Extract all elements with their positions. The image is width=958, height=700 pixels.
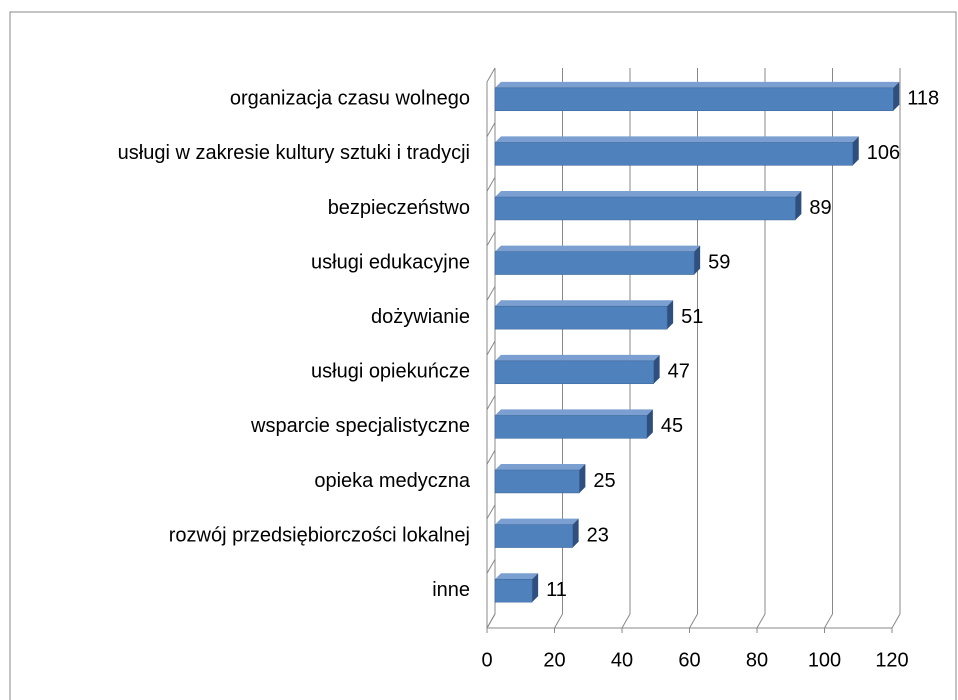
y-tick (486, 395, 496, 410)
value-label: 51 (681, 306, 703, 328)
bar-top (495, 464, 586, 471)
bar-top (495, 518, 579, 525)
x-tick-label: 120 (875, 649, 908, 671)
bar-side (572, 518, 579, 548)
category-label: dożywianie (371, 306, 470, 328)
bar (494, 469, 580, 494)
category-label: wsparcie specjalistyczne (250, 415, 470, 437)
category-label: usługi edukacyjne (311, 251, 470, 273)
x-tick-label: 40 (611, 649, 633, 671)
y-tick (486, 340, 496, 356)
value-label: 11 (546, 579, 567, 601)
x-tick-label: 20 (543, 649, 565, 671)
bar-side (646, 409, 653, 439)
value-label: 106 (867, 142, 900, 164)
category-label: usługi opiekuńcze (311, 361, 470, 383)
y-tick (486, 504, 496, 520)
bar (494, 578, 533, 603)
bar-top (495, 136, 859, 143)
bar (494, 87, 894, 112)
value-label: 45 (661, 415, 683, 437)
bar-top (495, 245, 701, 252)
bar-top (495, 573, 539, 580)
bar-side (694, 245, 701, 275)
category-label: bezpieczeństwo (328, 197, 470, 219)
value-label: 118 (907, 88, 939, 110)
floor-grid-line (689, 613, 698, 629)
value-label: 89 (809, 197, 831, 219)
category-label: inne (432, 579, 470, 601)
value-label: 23 (587, 524, 609, 546)
category-label: usługi w zakresie kultury sztuki i trady… (118, 142, 470, 164)
bar-side (532, 573, 539, 603)
y-tick (486, 122, 496, 137)
x-tick-label: 0 (481, 649, 492, 671)
floor-grid-line (891, 613, 901, 629)
bar-side (852, 136, 859, 166)
category-label: opieka medyczna (314, 470, 471, 492)
bar (494, 251, 695, 275)
category-label: organizacja czasu wolnego (230, 88, 470, 110)
bar (494, 142, 853, 166)
value-label: 47 (668, 361, 690, 383)
bar (494, 196, 796, 221)
y-tick (486, 231, 496, 247)
bar-top (495, 409, 653, 416)
bar (494, 360, 654, 385)
y-tick (486, 67, 496, 83)
y-tick (486, 559, 496, 574)
floor-grid-line (621, 613, 631, 629)
floor-grid-line (824, 613, 833, 629)
chart-frame (9, 11, 957, 700)
bar (494, 524, 573, 548)
bar-top (495, 191, 802, 198)
bar-side (667, 300, 674, 330)
y-tick (486, 286, 496, 301)
bar-side (653, 354, 660, 384)
bar-side (795, 191, 802, 220)
floor-grid-line (554, 613, 563, 629)
value-label: 25 (593, 470, 615, 492)
bar-side (893, 81, 900, 111)
bar-top (495, 300, 674, 307)
floor-grid-line (486, 613, 496, 629)
x-tick-label: 60 (678, 649, 700, 671)
x-tick-label: 100 (808, 649, 841, 671)
value-label: 59 (708, 251, 730, 273)
floor-grid-line (756, 613, 766, 629)
bar-top (495, 81, 900, 88)
x-tick-label: 80 (746, 649, 768, 671)
y-tick (486, 176, 496, 192)
y-tick (486, 449, 496, 465)
category-label: rozwój przedsiębiorczości lokalnej (169, 524, 470, 546)
bar (494, 415, 648, 439)
bar-top (495, 354, 660, 361)
bar (494, 305, 668, 330)
bar-side (579, 464, 586, 493)
